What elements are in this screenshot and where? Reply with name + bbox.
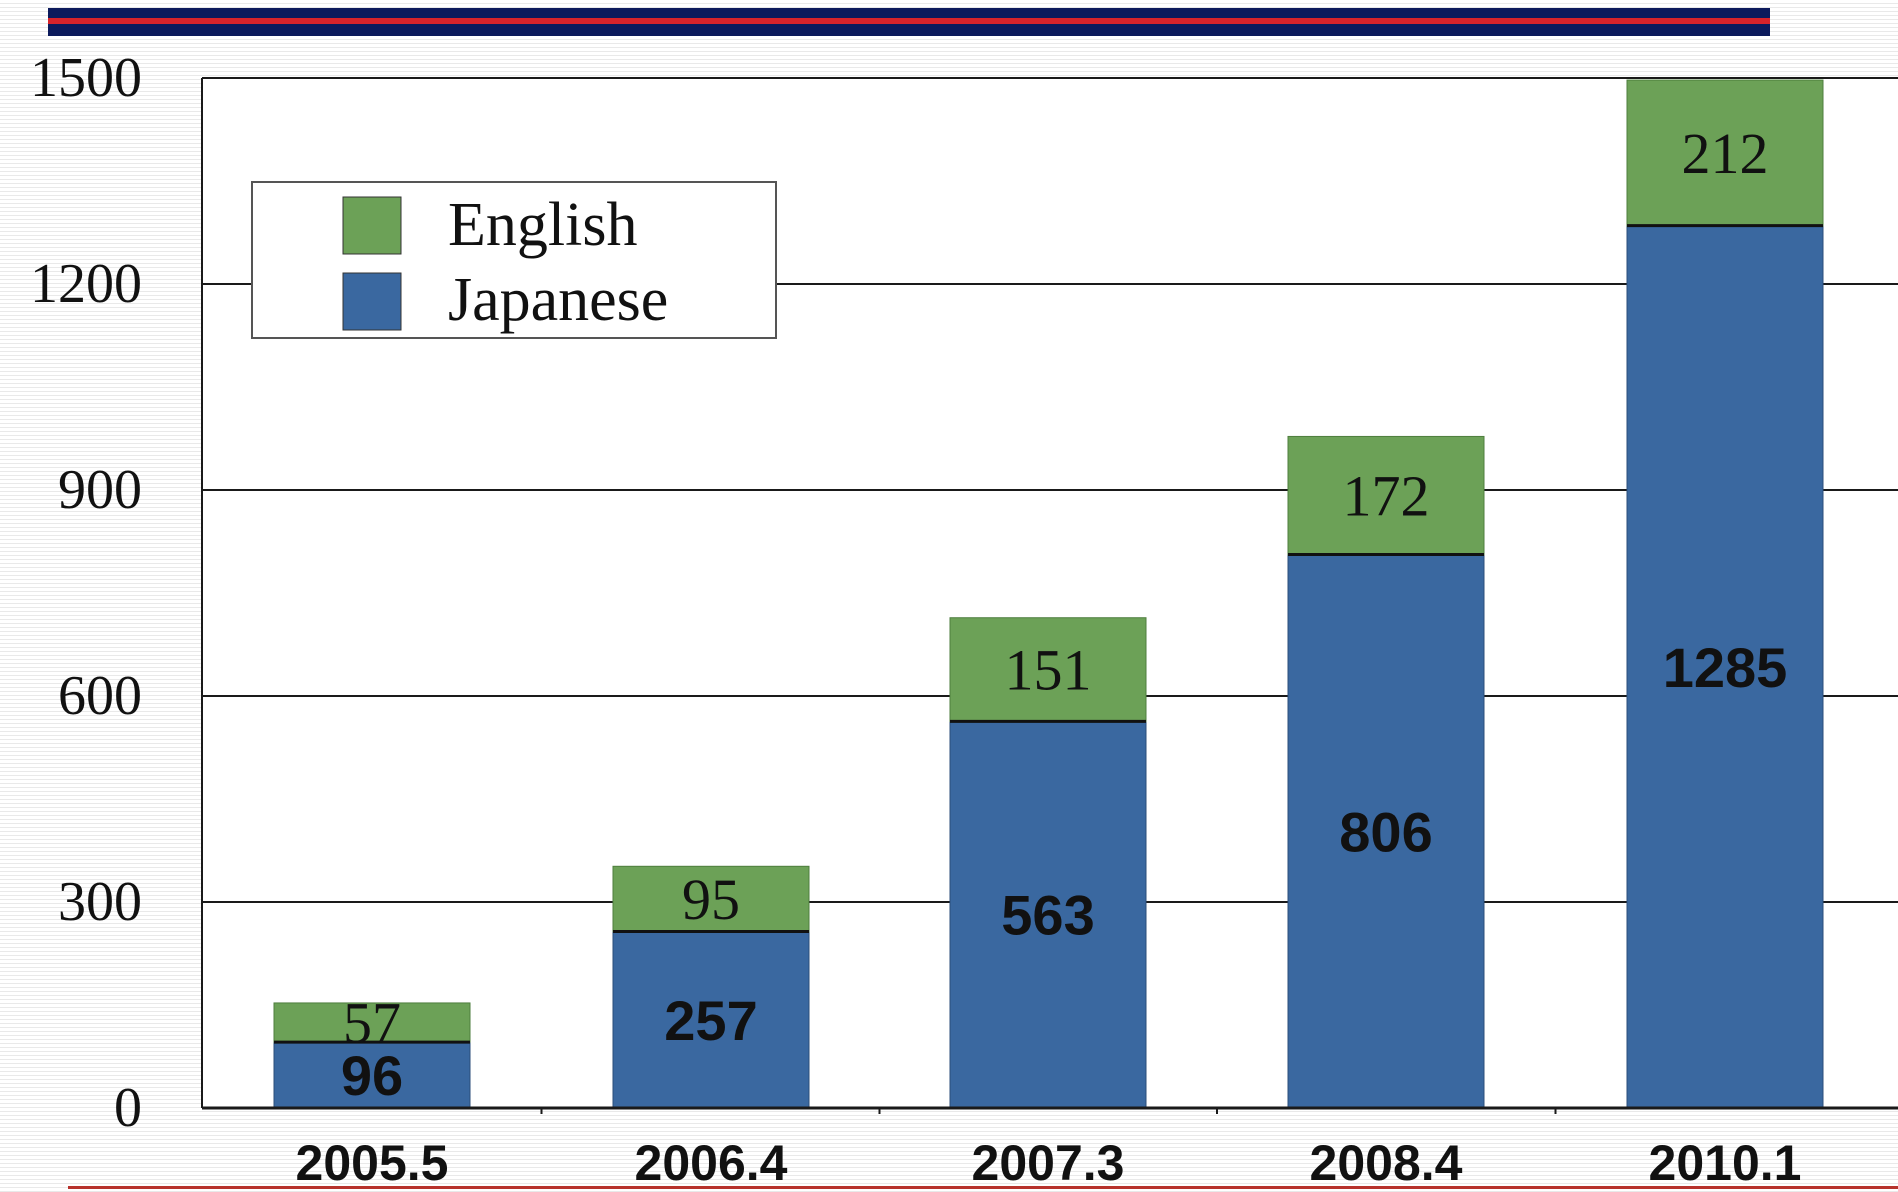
data-label-japanese: 806 <box>1339 800 1432 863</box>
data-label-japanese: 1285 <box>1663 636 1788 699</box>
bar-japanese-2005.5 <box>273 1041 471 1109</box>
y-tick-label: 900 <box>58 459 142 521</box>
y-tick-label: 600 <box>58 665 142 727</box>
legend-label-japanese: Japanese <box>448 266 668 334</box>
y-tick-label: 1200 <box>30 253 142 315</box>
bar-english-2007.3 <box>949 617 1147 722</box>
x-tick-label: 2006.4 <box>635 1135 788 1191</box>
data-label-english: 212 <box>1682 121 1769 186</box>
y-tick-label: 1500 <box>30 47 142 109</box>
data-label-japanese: 257 <box>664 989 757 1052</box>
legend: English Japanese <box>251 181 777 339</box>
bar-english-2010.1 <box>1626 79 1824 227</box>
legend-box <box>251 181 777 339</box>
bar-english-2008.4 <box>1287 435 1485 556</box>
data-label-english: 172 <box>1343 463 1430 528</box>
x-tick-label: 2007.3 <box>972 1135 1125 1191</box>
data-label-english: 151 <box>1005 638 1092 703</box>
y-tick-label: 0 <box>114 1077 142 1139</box>
data-label-english: 95 <box>682 867 740 932</box>
legend-swatch-english <box>342 196 402 255</box>
data-label-english: 57 <box>343 991 401 1056</box>
bar-japanese-2007.3 <box>949 720 1147 1109</box>
y-tick-label: 300 <box>58 871 142 933</box>
data-label-japanese: 96 <box>341 1044 403 1107</box>
slide-header-stripe <box>48 18 1770 24</box>
legend-label-english: English <box>448 191 637 259</box>
x-tick-label: 2010.1 <box>1649 1135 1802 1191</box>
bar-japanese-2008.4 <box>1287 554 1485 1109</box>
bar-english-2006.4 <box>612 865 810 933</box>
data-label-japanese: 563 <box>1001 884 1094 947</box>
legend-swatch-japanese <box>342 272 402 331</box>
slide-footer-rule <box>68 1186 1898 1189</box>
x-tick-label: 2005.5 <box>296 1135 449 1191</box>
x-tick-label: 2008.4 <box>1310 1135 1463 1191</box>
axes: 0 300 600 900 1200 1500 2005.5 2006.4 2007.3 2008… <box>30 47 1898 1191</box>
bar-japanese-2010.1 <box>1626 225 1824 1109</box>
bar-japanese-2006.4 <box>612 931 810 1109</box>
